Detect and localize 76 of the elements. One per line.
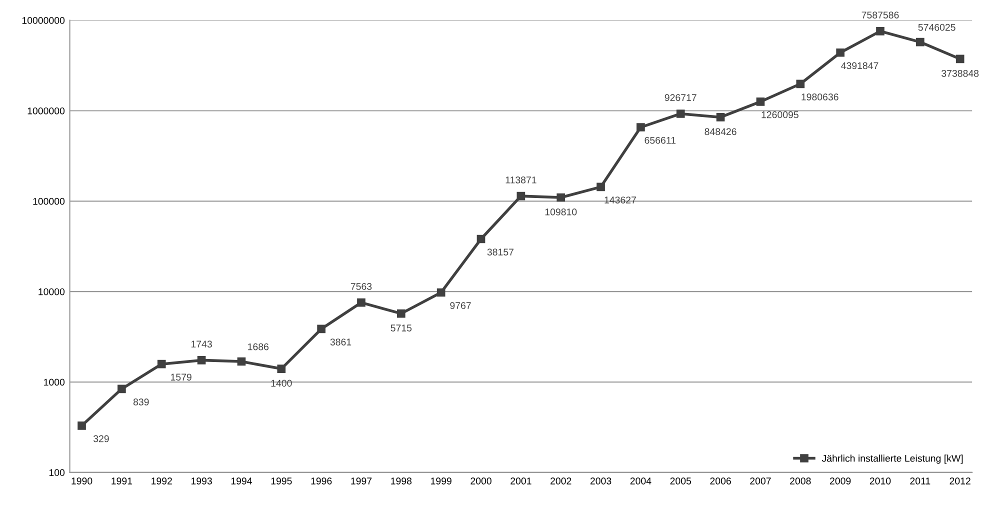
point [476, 234, 486, 244]
data-label: 1579 [170, 374, 192, 381]
data-label: 143627 [604, 196, 636, 204]
point [956, 54, 964, 64]
data-label: 4391847 [841, 62, 878, 70]
point [277, 364, 286, 373]
data-label: 656611 [644, 136, 676, 144]
x-tick-label: 2009 [830, 478, 851, 484]
point [676, 110, 685, 118]
y-tick-label: 10000 [38, 288, 65, 296]
point [796, 80, 805, 88]
data-label: 1400 [271, 380, 292, 387]
point [396, 309, 406, 318]
point [556, 193, 566, 202]
x-tick-label: 2011 [910, 478, 930, 484]
x-tick-label: 2002 [550, 478, 572, 484]
x-tick-label: 1999 [431, 478, 452, 484]
x-tick-label: 2003 [590, 478, 612, 484]
point [157, 360, 166, 368]
y-tick-label: 1000 [44, 378, 65, 386]
x-tick-label: 1995 [271, 478, 292, 484]
x-tick-label: 1992 [152, 478, 172, 484]
x-tick-label: 1994 [231, 478, 252, 484]
data-label: 3738848 [942, 70, 979, 77]
y-tick-label: 1000000 [28, 107, 65, 114]
x-tick-label: 2005 [670, 478, 692, 484]
legend-label: Jährlich installierte Leistung [kW] [822, 454, 963, 464]
x-tick-label: 1998 [391, 478, 412, 484]
data-label: 109810 [545, 208, 577, 216]
data-label: 1743 [191, 340, 212, 348]
data-label: 3861 [330, 338, 352, 346]
x-tick-label: 2007 [750, 478, 771, 484]
point [237, 357, 246, 366]
x-tick-label: 1996 [311, 478, 332, 484]
y-tick-label: 100 [49, 469, 65, 476]
x-tick-label: 2001 [510, 478, 532, 484]
data-label: 5715 [390, 324, 412, 332]
point [78, 422, 86, 430]
x-tick-label: 1991 [112, 478, 132, 484]
point [357, 298, 366, 307]
data-label: 848426 [704, 128, 736, 136]
x-tick-label: 1990 [72, 478, 92, 484]
data-label: 1260095 [762, 111, 798, 118]
data-label: 9767 [450, 302, 471, 310]
x-tick-label: 1997 [351, 478, 372, 484]
point [436, 288, 446, 297]
x-tick-label: 2000 [470, 478, 492, 484]
x-tick-label: 2004 [630, 478, 652, 484]
point [876, 26, 884, 36]
x-tick-label: 2012 [950, 478, 970, 484]
x-tick-label: 2008 [790, 478, 811, 484]
point [756, 98, 765, 106]
data-label: 7563 [350, 283, 372, 290]
x-tick-label: 2010 [870, 478, 891, 484]
data-label: 7587586 [862, 12, 899, 18]
point [716, 113, 725, 122]
point [317, 324, 326, 334]
point [118, 384, 126, 394]
data-label: 5746025 [918, 24, 956, 31]
data-label: 329 [93, 435, 109, 442]
point [916, 38, 924, 46]
point [636, 123, 645, 132]
y-tick-label: 100000 [33, 198, 65, 205]
point [197, 356, 206, 364]
point [836, 48, 844, 57]
point [516, 192, 526, 200]
x-tick-label: 1993 [191, 478, 212, 484]
x-tick-label: 2006 [710, 478, 731, 484]
data-label: 1980636 [802, 94, 838, 100]
data-label: 113871 [506, 176, 536, 184]
data-label: 38157 [487, 248, 514, 256]
point [596, 182, 605, 192]
data-label: 926717 [664, 94, 696, 102]
data-label: 1686 [248, 343, 269, 350]
y-tick-label: 10000000 [22, 17, 65, 24]
data-label: 839 [133, 398, 149, 406]
